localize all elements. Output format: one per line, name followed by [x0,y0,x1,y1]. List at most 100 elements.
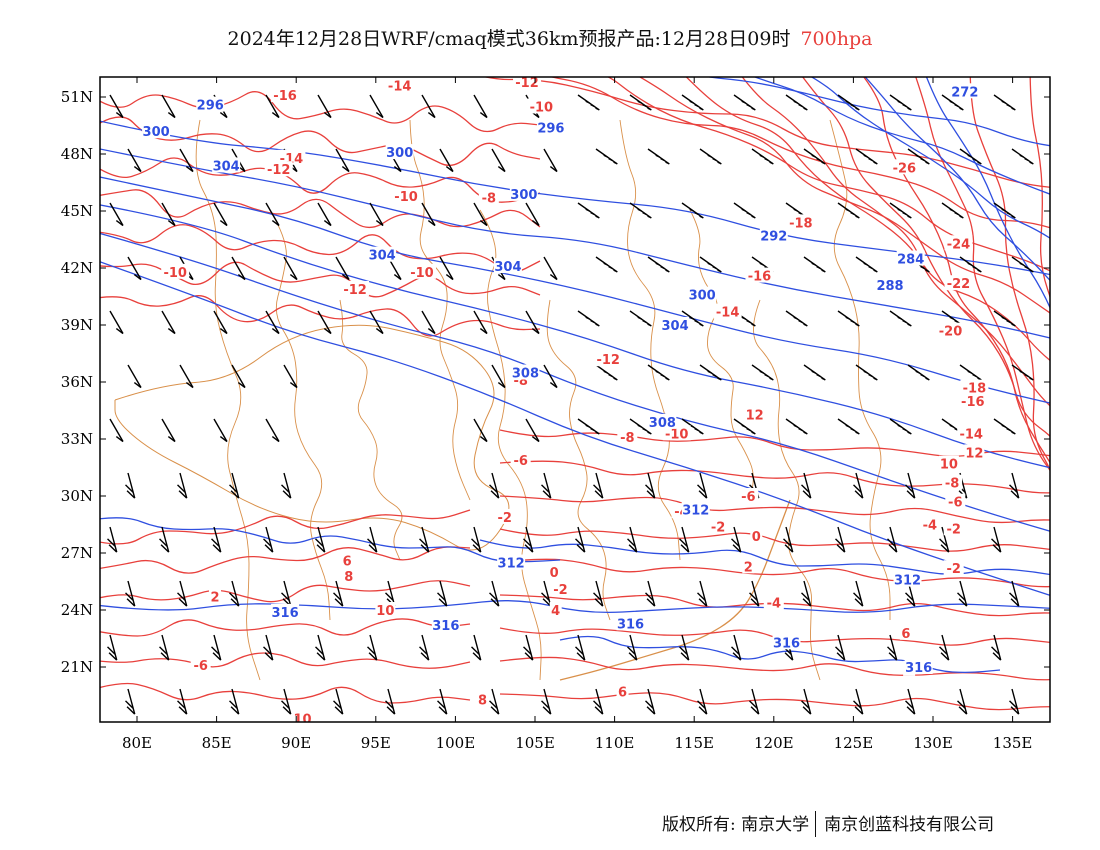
wind-barb-feather [542,490,552,499]
wind-barb-feather [905,700,914,709]
wind-barb-feather [1029,269,1034,273]
geopotential-label: 300 [689,289,716,304]
geopotential-label: 292 [760,230,787,245]
wind-barb [785,310,808,327]
wind-barb-staff [213,634,222,661]
temperature-label: 10 [376,604,394,619]
temperature-label: -8 [620,431,634,446]
geopotential-contour [810,77,1050,239]
x-tick-label: 125E [834,734,874,752]
wind-barb-feather [334,706,344,715]
wind-barb-feather [967,262,972,266]
wind-barb-staff [577,634,586,661]
wind-barb [421,94,436,119]
wind-barb [127,148,142,173]
wind-barb-feather [850,104,855,108]
wind-barb-staff [491,148,506,172]
wind-barb [855,364,878,381]
wind-barb-feather [958,598,968,607]
wind-barb [991,634,1002,661]
wind-barb [177,472,188,499]
wind-barb [473,202,488,227]
temperature-label-bg [945,493,966,509]
wind-barb [803,148,826,165]
wind-barb [489,580,500,607]
wind-barb [179,148,194,173]
wind-barb-staff [681,634,690,661]
temperature-label-bg [750,527,763,543]
wind-barb-feather [642,320,647,324]
wind-barb-feather [549,165,558,173]
temperature-label: -14 [959,427,983,442]
wind-barb [281,580,292,607]
wind-barb-feather [549,381,558,389]
wind-barb-feather [1001,208,1006,212]
temperature-label-bg [190,657,211,673]
wind-barb-feather [594,706,604,715]
geopotential-contour [100,176,1050,404]
wind-barb [577,310,600,327]
wind-barb [889,310,912,327]
wind-barb [369,202,384,227]
wind-barb-feather [731,646,740,655]
wind-barb-feather [699,431,704,435]
wind-barb-staff [525,526,534,553]
wind-barb [385,688,396,715]
wind-barb-feather [385,592,394,601]
wind-barb [905,688,916,715]
wind-barb [1009,580,1020,607]
temperature-label-bg [548,564,561,579]
geopotential-label: 304 [494,260,521,275]
wind-barb-feather [263,538,272,547]
temperature-label: -22 [947,277,971,292]
wind-barb-feather [897,208,902,212]
wind-barb-staff [647,580,656,607]
wind-barb [991,526,1002,553]
wind-barb [231,256,246,281]
wind-barb-feather [707,154,712,158]
geopotential-label: 300 [386,146,413,161]
wind-barb-feather [108,544,118,553]
geopotential-label-bg [661,317,690,332]
wind-barb-staff [473,202,488,226]
wind-barb [177,580,188,607]
wind-barb-staff [109,94,124,118]
wind-barb-feather [125,484,134,493]
wind-barb-feather [490,598,500,607]
geopotential-label-bg [497,554,526,570]
wind-barb [697,580,708,607]
wind-barb-staff [127,688,136,715]
wind-barb-feather [1009,592,1018,601]
wind-barb-feather [905,484,914,493]
map-title: 2024年12月28日WRF/cmaq模式36km预报产品:12月28日09时 7… [0,24,1100,51]
wind-barb-staff [317,526,326,553]
wind-barb-feather [1010,490,1020,499]
wind-barb-feather [746,428,751,432]
wind-barb [905,472,916,499]
wind-barb-feather [784,652,794,661]
wind-barb-feather [957,700,966,709]
temperature-label-bg [617,429,638,445]
wind-barb-feather [419,646,428,655]
geopotential-label-bg [772,634,801,650]
wind-barb [159,526,170,553]
wind-barb [855,148,878,165]
wind-barb-feather [679,646,688,655]
temperature-label-bg [209,588,222,604]
wind-barb-feather [115,435,124,443]
temperature-label: -16 [748,270,772,285]
wind-barb-staff [439,256,454,280]
wind-barb-staff [595,688,604,715]
wind-barb-staff [439,580,448,607]
geopotential-label: 300 [143,125,170,140]
wind-barb-feather [185,381,194,389]
y-tick-label: 51N [61,88,93,106]
wind-barb-feather [803,323,808,327]
wind-barb-feather [680,544,690,553]
temperature-label: 12 [965,446,983,461]
temperature-label: 8 [344,570,353,585]
wind-barb-feather [811,154,816,158]
wind-barb-feather [271,327,280,335]
y-tick-label: 45N [61,202,93,220]
wind-barb-feather [576,544,586,553]
